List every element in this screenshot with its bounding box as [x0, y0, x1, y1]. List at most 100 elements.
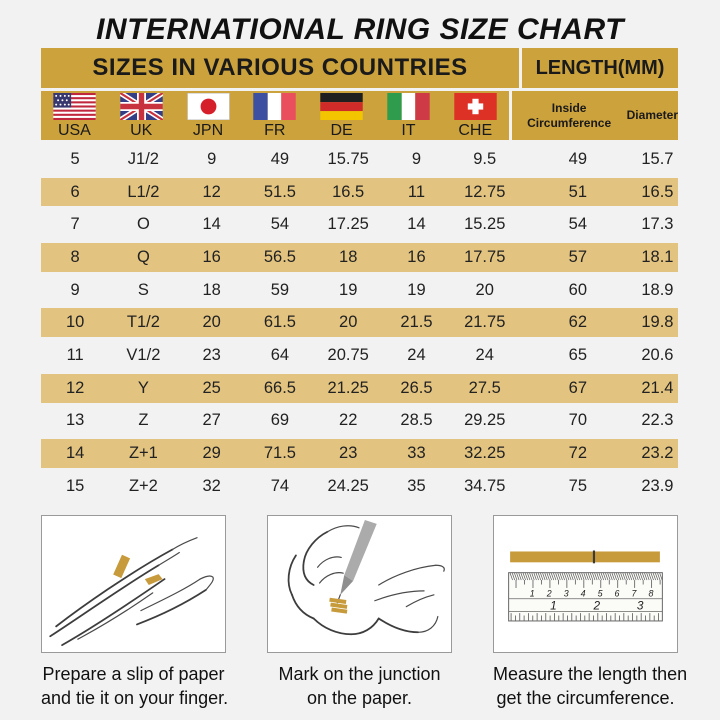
table-cell: O: [136, 215, 150, 234]
country-code-label: USA: [57, 122, 91, 140]
table-cell: 20: [202, 313, 221, 332]
table-cell: 6: [70, 182, 80, 201]
switzerland-flag-icon: [454, 93, 497, 121]
table-cell: 20: [475, 280, 494, 299]
italy-flag-icon: [387, 93, 430, 121]
length-columns: Inside Circumference Diameter: [511, 91, 678, 140]
table-header-sizes: SIZES IN VARIOUS COUNTRIES: [41, 48, 519, 88]
table-cell: 25: [202, 378, 221, 397]
paper-strip: [510, 551, 660, 563]
uk-flag-icon: [119, 93, 163, 121]
table-row: 14 Z+1 29 71.5 23 33 32.25 72 23.2: [41, 437, 678, 470]
table-cell: 9: [207, 149, 217, 168]
step-2-image-frame: [267, 515, 452, 653]
table-cell: 18: [339, 247, 358, 266]
table-cell: Q: [136, 247, 150, 266]
country-code-label: IT: [401, 122, 416, 140]
table-cell: 11: [66, 345, 84, 364]
table-cell: 14: [202, 215, 221, 234]
table-cell: Y: [137, 378, 149, 397]
table-cell: 16: [202, 247, 221, 266]
table-cell: 23: [339, 444, 358, 463]
table-row: 15 Z+2 32 74 24.25 35 34.75 75 23.9: [41, 470, 678, 503]
table-cell: 16: [407, 247, 426, 266]
ring-size-chart: SIZES IN VARIOUS COUNTRIES LENGTH(MM): [41, 48, 678, 503]
table-cell: 60: [568, 280, 588, 299]
table-cell: 64: [270, 345, 290, 364]
svg-text:6: 6: [615, 588, 620, 598]
table-cell: 56.5: [263, 247, 296, 266]
table-cell: 21.5: [400, 313, 433, 332]
table-cell: 18.9: [641, 280, 674, 299]
table-cell: 74: [270, 476, 290, 495]
table-cell: 65: [568, 345, 588, 364]
table-row: 10 T1/2 20 61.5 20 21.5 21.75 62 19.8: [41, 306, 678, 339]
table-cell: 26.5: [400, 378, 433, 397]
table-cell: 15: [65, 476, 85, 495]
table-cell: 72: [568, 444, 588, 463]
table-row: 8 Q 16 56.5 18 16 17.75 57 18.1: [41, 241, 678, 274]
table-cell: V1/2: [126, 345, 161, 364]
country-code-label: CHE: [458, 122, 493, 140]
table-cell: 8: [70, 247, 80, 266]
flag-header-row: USA UK JPN: [41, 91, 678, 140]
table-cell: 33: [407, 444, 426, 463]
country-code-label: DE: [330, 122, 353, 140]
table-cell: S: [137, 280, 149, 299]
table-cell: 27.5: [468, 378, 501, 397]
country-code-label: JPN: [192, 122, 224, 140]
column-header-fr: FR: [241, 91, 308, 140]
step-figure-1: Prepare a slip of paper and tie it on yo…: [41, 515, 228, 711]
table-cell: 29.25: [464, 411, 506, 430]
table-cell: 23.9: [641, 476, 674, 495]
table-cell: 16.5: [641, 182, 674, 201]
table-cell: 11: [407, 182, 426, 201]
column-header-usa: USA: [41, 91, 108, 140]
table-cell: 35: [407, 476, 426, 495]
country-code-label: UK: [130, 122, 153, 140]
table-cell: 21.4: [641, 378, 674, 397]
table-cell: 20: [339, 313, 358, 332]
table-cell: 15.25: [464, 215, 506, 234]
table-cell: 22: [339, 411, 358, 430]
table-cell: 14: [65, 444, 85, 463]
table-cell: 62: [568, 313, 588, 332]
column-header-it: IT: [375, 91, 442, 140]
svg-text:1: 1: [550, 599, 557, 613]
table-cell: 54: [270, 215, 290, 234]
usa-flag-icon: [53, 93, 96, 121]
mark-junction-illustration: [287, 519, 445, 636]
table-cell: Z+1: [128, 444, 158, 463]
step-caption-3: Measure the length then get the circumfe…: [493, 664, 688, 709]
table-cell: 54: [568, 215, 588, 234]
column-header-che: CHE: [442, 91, 509, 140]
table-row: 5 J1/2 9 49 15.75 9 9.5 49 15.7: [41, 143, 678, 176]
svg-text:3: 3: [564, 588, 569, 598]
table-cell: 34.75: [464, 476, 506, 495]
table-cell: 19: [407, 280, 426, 299]
table-cell: 32.25: [464, 444, 506, 463]
table-cell: 13: [65, 411, 85, 430]
table-cell: 28.5: [400, 411, 433, 430]
table-cell: 15.75: [327, 149, 369, 168]
column-header-diameter: Diameter: [626, 108, 678, 123]
table-cell: 27: [202, 411, 221, 430]
table-cell: 12.75: [464, 182, 506, 201]
table-cell: 59: [270, 280, 290, 299]
table-cell: T1/2: [126, 313, 160, 332]
column-header-jpn: JPN: [175, 91, 242, 140]
table-cell: 57: [568, 247, 588, 266]
column-header-de: DE: [308, 91, 375, 140]
table-cell: 20.75: [327, 345, 369, 364]
column-header-inside-circumference: Inside Circumference: [527, 101, 612, 130]
germany-flag-icon: [320, 93, 363, 121]
page-title: INTERNATIONAL RING SIZE CHART: [96, 13, 624, 46]
hand-with-paper-illustration: [49, 537, 214, 646]
table-cell: 75: [568, 476, 588, 495]
table-cell: Z+2: [128, 476, 158, 495]
table-row: 11 V1/2 23 64 20.75 24 24 65 20.6: [41, 339, 678, 372]
step-caption-2: Mark on the junction on the paper.: [278, 664, 441, 709]
table-cell: 19: [339, 280, 358, 299]
table-cell: 51: [568, 182, 588, 201]
table-cell: 66.5: [263, 378, 296, 397]
